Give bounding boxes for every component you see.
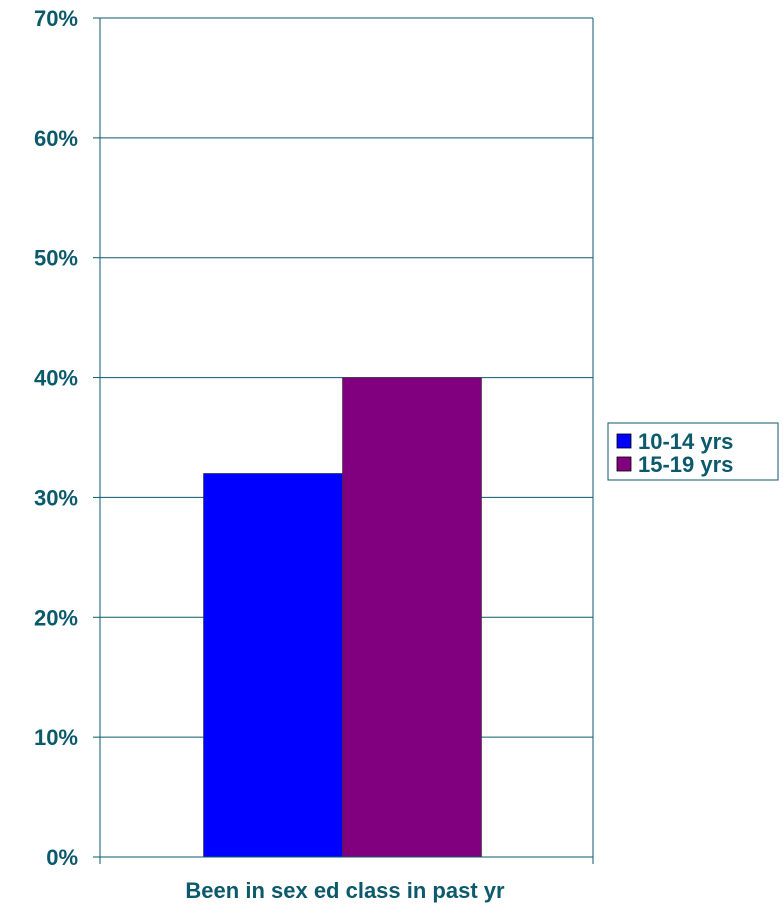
axes [99,18,594,864]
bar-15-19-yrs [342,377,482,858]
y-tick-label: 30% [34,485,78,510]
bars [203,377,482,858]
x-axis-title: Been in sex ed class in past yr [185,878,505,903]
y-tick-label: 40% [34,366,78,391]
y-tick-label: 60% [34,126,78,151]
y-tick-label: 70% [34,6,78,31]
legend-label: 10-14 yrs [638,429,733,454]
y-tick-labels: 0% 10% 20% 30% 40% 50% 60% 70% [34,6,100,870]
y-tick-label: 20% [34,605,78,630]
bar-10-14-yrs [203,473,343,858]
y-tick-label: 10% [34,725,78,750]
legend-swatch [616,456,632,472]
y-tick-label: 50% [34,246,78,271]
legend-swatch [616,433,632,449]
legend-label: 15-19 yrs [638,452,733,477]
y-tick-label: 0% [46,845,78,870]
legend-box [607,422,779,481]
